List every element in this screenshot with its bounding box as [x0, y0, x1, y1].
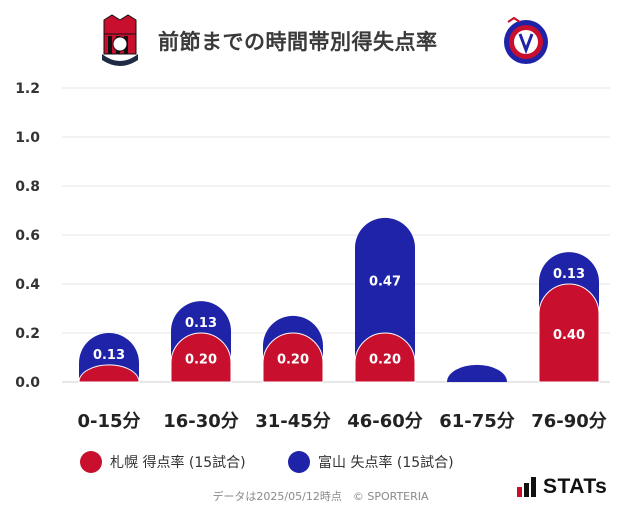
toyama-crest-icon: [504, 16, 548, 64]
y-tick-label: 0.8: [15, 179, 40, 195]
bar-value-label-toyama: 0.13: [93, 348, 125, 363]
legend-swatch-toyama: [288, 451, 310, 473]
bar-toyama: [447, 364, 507, 382]
legend-swatch-sapporo: [80, 451, 102, 473]
sapporo-crest-icon: [102, 14, 138, 66]
footer-note: データは2025/05/12時点 © SPORTERIA: [212, 490, 429, 503]
y-tick-label: 0.4: [15, 277, 40, 293]
bar-sapporo: [354, 332, 416, 383]
bar-value-label-sapporo: 0.20: [369, 353, 401, 368]
bar-value-label-sapporo: 0.40: [553, 328, 585, 343]
stats-brand-text: STATs: [543, 475, 608, 498]
bar-sapporo: [262, 332, 324, 383]
x-tick-label: 76-90分: [531, 411, 607, 432]
legend-item-toyama: 富山 失点率 (15試合): [288, 450, 454, 474]
y-tick-label: 0.0: [15, 375, 40, 391]
bar-value-label-sapporo: 0.20: [185, 353, 217, 368]
y-tick-label: 0.2: [15, 326, 40, 342]
y-tick-label: 0.6: [15, 228, 40, 244]
chart-title: 前節までの時間帯別得失点率: [158, 30, 438, 54]
legend-label-toyama: 富山 失点率 (15試合): [318, 455, 454, 471]
bar-chart: 0.0 0.2 0.4 0.6 0.8 1.0 1.2 0.13 0-15分 0.20 0.13 16…: [15, 81, 610, 432]
bar-value-label-toyama: 0.47: [369, 274, 401, 289]
y-tick-label: 1.0: [15, 130, 40, 146]
x-tick-label: 16-30分: [163, 411, 239, 432]
bar-value-label-toyama: 0.13: [553, 267, 585, 282]
stats-bars-icon: [517, 477, 536, 497]
x-tick-label: 46-60分: [347, 411, 423, 432]
bar-sapporo: [538, 283, 600, 383]
x-tick-label: 61-75分: [439, 411, 515, 432]
y-tick-label: 1.2: [15, 81, 40, 97]
x-tick-label: 0-15分: [77, 411, 140, 432]
legend-label-sapporo: 札幌 得点率 (15試合): [110, 455, 246, 471]
bar-value-label-toyama: 0.13: [185, 316, 217, 331]
stats-logo: STATs: [517, 475, 607, 499]
bar-sapporo: [170, 332, 232, 383]
legend-item-sapporo: 札幌 得点率 (15試合): [80, 450, 246, 474]
bar-sapporo: [78, 364, 140, 383]
x-tick-label: 31-45分: [255, 411, 331, 432]
bar-value-label-sapporo: 0.20: [277, 353, 309, 368]
